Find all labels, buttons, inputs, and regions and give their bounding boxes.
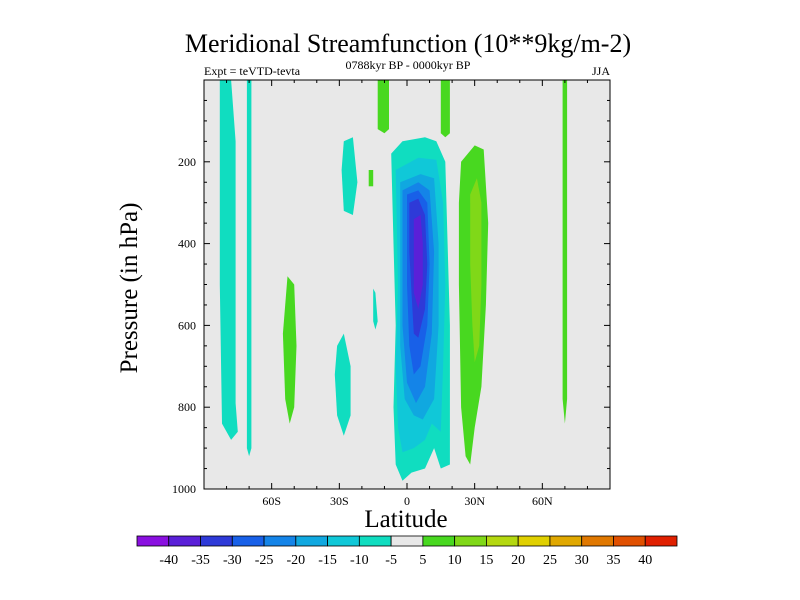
y-tick-label: 200 xyxy=(178,155,196,169)
contour-region-14 xyxy=(440,80,450,138)
colorbar-label: -35 xyxy=(191,553,210,568)
colorbar-swatch xyxy=(454,535,487,547)
colorbar-swatch xyxy=(390,535,424,547)
colorbar-label: -20 xyxy=(286,553,305,568)
colorbar-label: -40 xyxy=(159,553,178,568)
contour-region-0 xyxy=(219,80,238,440)
colorbar-swatch xyxy=(200,535,233,547)
colorbar: -40 -35 -30 -25 -20 -15 -10 -5 5 10 15 20 25 30 35 40 xyxy=(136,535,678,568)
chart-title: Meridional Streamfunction (10**9kg/m-2) xyxy=(185,29,631,58)
colorbar-label: 15 xyxy=(479,553,493,568)
colorbar-label: 10 xyxy=(448,553,462,568)
colorbar-swatch xyxy=(263,535,297,547)
colorbar-label: -10 xyxy=(350,553,369,568)
colorbar-label: 35 xyxy=(606,553,620,568)
colorbar-swatch xyxy=(486,535,519,547)
colorbar-label: 5 xyxy=(419,553,426,568)
contour-region-18 xyxy=(562,80,568,424)
x-tick-label: 30N xyxy=(464,494,485,508)
colorbar-label: -30 xyxy=(223,553,242,568)
colorbar-label: 30 xyxy=(575,553,589,568)
contour-fill-layer xyxy=(219,80,568,481)
colorbar-swatch xyxy=(358,535,392,547)
x-tick-label: 60S xyxy=(262,494,281,508)
colorbar-label: -15 xyxy=(318,553,337,568)
colorbar-swatch xyxy=(613,535,646,547)
y-tick-label: 800 xyxy=(178,400,196,414)
colorbar-swatch xyxy=(295,535,328,547)
colorbar-swatch xyxy=(549,535,583,547)
colorbar-swatch xyxy=(136,535,170,547)
axis-ticks: 60S 30S 0 30N 60N 200 400 600 800 1000 xyxy=(172,80,610,508)
x-tick-label: 30S xyxy=(330,494,349,508)
contour-region-10 xyxy=(413,215,423,309)
contour-region-2 xyxy=(341,137,358,215)
right-label: JJA xyxy=(592,64,610,78)
contour-region-3 xyxy=(334,333,351,436)
contour-region-17 xyxy=(470,178,482,363)
colorbar-swatch xyxy=(327,535,360,547)
contour-region-11 xyxy=(373,288,378,330)
colorbar-swatch xyxy=(517,535,551,547)
y-tick-label: 1000 xyxy=(172,482,196,496)
colorbar-label: 40 xyxy=(638,553,652,568)
x-axis-label: Latitude xyxy=(364,506,447,533)
contour-region-15 xyxy=(282,276,297,424)
colorbar-swatch xyxy=(644,535,678,547)
colorbar-label: -25 xyxy=(255,553,274,568)
y-axis-label: Pressure (in hPa) xyxy=(116,203,143,374)
center-label: 0788kyr BP - 0000kyr BP xyxy=(346,58,471,72)
x-tick-label: 60N xyxy=(532,494,553,508)
colorbar-label: -5 xyxy=(385,553,397,568)
colorbar-label: 20 xyxy=(511,553,525,568)
colorbar-swatch xyxy=(231,535,265,547)
contour-region-1 xyxy=(246,80,252,457)
x-tick-label: 0 xyxy=(404,494,410,508)
colorbar-swatch xyxy=(422,535,456,547)
colorbar-label: 25 xyxy=(543,553,557,568)
colorbar-swatch xyxy=(168,535,201,547)
left-label: Expt = teVTD-tevta xyxy=(204,64,301,78)
y-tick-label: 400 xyxy=(178,237,196,251)
contour-region-12 xyxy=(377,80,389,134)
colorbar-swatch xyxy=(581,535,614,547)
y-tick-label: 600 xyxy=(178,318,196,332)
contour-region-13 xyxy=(368,170,374,187)
